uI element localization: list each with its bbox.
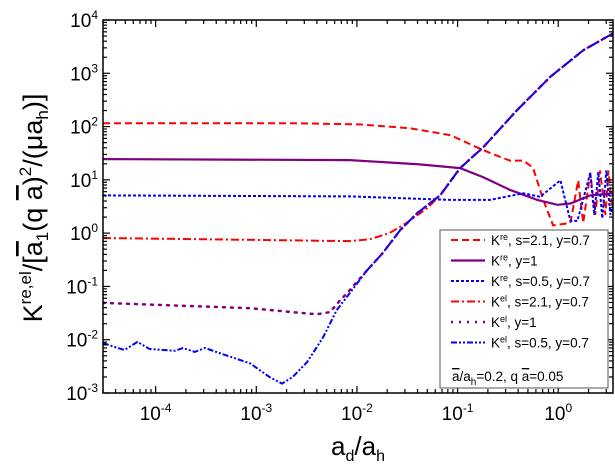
legend-box xyxy=(439,229,609,389)
x-tick-label: 10-1 xyxy=(442,401,474,425)
legend-item: Kre, s=0.5, y=0.7 xyxy=(451,273,590,289)
y-tick-label: 103 xyxy=(70,61,98,85)
legend-label: Kel, y=1 xyxy=(491,314,537,330)
series-line-5 xyxy=(103,32,613,316)
x-tick-labels: 10-4 10-3 10-2 10-1 100 xyxy=(140,401,573,425)
plot-frame xyxy=(102,19,614,394)
y-tick-label: 102 xyxy=(70,115,98,139)
series-line-4 xyxy=(103,32,613,243)
series-line-6 xyxy=(103,32,613,385)
legend-item: Kel, y=1 xyxy=(451,314,537,330)
y-tick-label: 101 xyxy=(70,168,98,192)
y-tick-label: 104 xyxy=(70,8,98,32)
x-tick-label: 10-2 xyxy=(341,401,373,425)
legend-label: Kre, y=1 xyxy=(491,253,538,269)
x-tick-label: 100 xyxy=(544,401,572,425)
svg-text:Kre,el/[a1(q a)2/(μah)]: Kre,el/[a1(q a)2/(μah)] xyxy=(16,94,52,323)
curves xyxy=(103,32,613,385)
y-tick-labels: 10-3 10-2 10-1 100 101 102 103 104 xyxy=(66,8,98,405)
legend-item: Kre, s=2.1, y=0.7 xyxy=(451,232,590,248)
series-line-3 xyxy=(103,170,613,222)
legend: Kre, s=2.1, y=0.7 Kre, y=1 Kre, s=0.5, y=0… xyxy=(439,229,609,389)
legend-note: a/ah=0.2, q a=0.05 xyxy=(452,369,563,388)
legend-label: Kre, s=2.1, y=0.7 xyxy=(491,232,590,248)
legend-item: Kel, s=0.5, y=0.7 xyxy=(451,335,589,351)
legend-label: Kre, s=0.5, y=0.7 xyxy=(491,273,590,289)
y-tick-label: 10-2 xyxy=(66,328,98,352)
x-tick-label: 10-3 xyxy=(240,401,272,425)
legend-label: Kel, s=2.1, y=0.7 xyxy=(491,294,589,310)
axis-ticks xyxy=(102,19,613,394)
series-line-1 xyxy=(103,122,613,227)
y-tick-label: 10-1 xyxy=(66,274,98,298)
x-axis-label: ad/ah xyxy=(331,431,385,465)
series-line-2 xyxy=(103,158,613,206)
legend-item: Kel, s=2.1, y=0.7 xyxy=(451,294,589,310)
y-tick-label: 100 xyxy=(70,221,98,245)
x-tick-label: 10-4 xyxy=(140,401,172,425)
y-tick-label: 10-3 xyxy=(66,381,98,405)
y-axis-label: Kre,el/[a1(q a)2/(μah)] xyxy=(16,94,52,323)
legend-label: Kel, s=0.5, y=0.7 xyxy=(491,335,589,351)
legend-item: Kre, y=1 xyxy=(451,253,538,269)
